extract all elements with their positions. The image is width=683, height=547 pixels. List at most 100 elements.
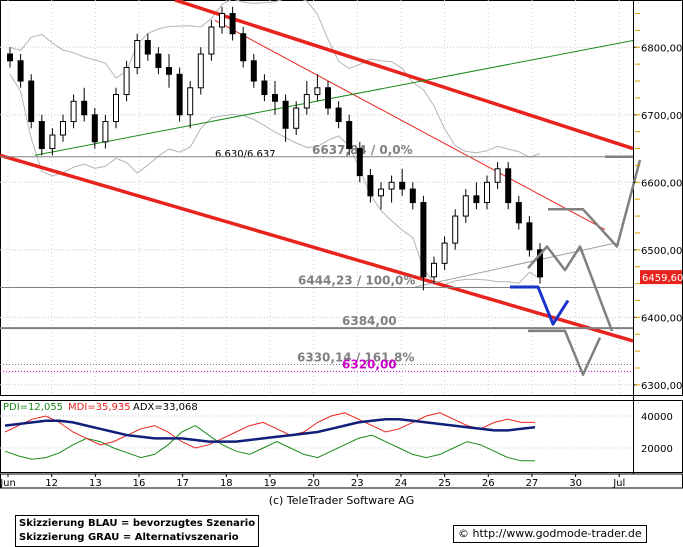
dmi-indicator: 40000 20000 PDI=12,055 MDI=35,935 ADX=33,068 <box>0 402 673 462</box>
candle-body <box>91 114 98 143</box>
candle-body <box>484 181 490 204</box>
indicator-legend-item: MDI=35,935 <box>68 402 131 413</box>
candle-body <box>208 26 215 55</box>
indicator-line <box>4 412 535 449</box>
candle-body <box>293 107 300 129</box>
inner-trendline <box>214 19 606 231</box>
candle-body <box>505 168 512 204</box>
candle-body <box>378 188 384 197</box>
candle-body <box>335 107 342 123</box>
candle-body <box>399 181 406 190</box>
scenario-sketches <box>510 155 642 376</box>
scenario-blue <box>510 285 570 326</box>
candle-body <box>81 100 88 116</box>
candle-body <box>282 100 289 129</box>
y-tick-label: 6400,00 <box>641 313 682 324</box>
indicator-line <box>4 425 535 462</box>
candle-body <box>113 94 119 123</box>
candle-body <box>187 87 194 116</box>
scenario-grey <box>527 245 614 332</box>
candle-body <box>134 40 141 69</box>
x-tick-label: 25 <box>438 478 451 489</box>
candle-body <box>346 121 353 150</box>
level-label: 6.630/6.637 <box>215 149 276 160</box>
x-tick-label: Jul <box>612 478 625 489</box>
candle-body <box>303 94 310 109</box>
level-lines: 6.630/6.637 6637,84 / 0,0%6444,23 / 100,0… <box>0 143 633 372</box>
candle-body <box>272 94 278 102</box>
level-label: 6444,23 / 100,0% <box>298 273 415 287</box>
price-axis: 6800,00 6700,00 6600,00 6500,00 6400,00 6300,… <box>633 13 683 392</box>
copyright-notice: (c) TeleTrader Software AG <box>268 494 415 507</box>
candle-body <box>49 134 56 150</box>
candle-body <box>144 40 151 55</box>
x-tick-label: 19 <box>264 478 277 489</box>
candle-body <box>166 67 172 75</box>
level-label: 6384,00 <box>342 314 397 328</box>
level-label: 6320,00 <box>342 357 397 371</box>
indicator-tick-label: 20000 <box>641 444 673 455</box>
candle-body <box>38 121 45 150</box>
bollinger-lower <box>9 74 541 286</box>
y-tick-label: 6500,00 <box>641 246 682 257</box>
candle-body <box>494 168 501 183</box>
candle-body <box>526 222 533 251</box>
x-tick-label: 16 <box>133 478 146 489</box>
candle-body <box>7 53 13 62</box>
indicator-tick-label: 40000 <box>641 412 673 423</box>
candle-body <box>441 242 448 264</box>
x-tick-label: 12 <box>45 478 58 489</box>
candle-body <box>325 87 331 109</box>
grid-lines <box>0 0 633 395</box>
price-panel-border <box>0 0 683 396</box>
candle-body <box>197 53 204 89</box>
y-tick-label: 6700,00 <box>641 111 682 122</box>
candle-body <box>452 215 459 244</box>
indicator-line <box>4 417 536 443</box>
candle-body <box>261 80 268 96</box>
time-axis: Jun 12 13 16 17 18 19 20 23 24 25 26 27 30 Jul <box>0 474 625 489</box>
y-tick-label: 6600,00 <box>641 178 682 189</box>
candle-body <box>60 121 66 136</box>
candle-body <box>250 60 257 82</box>
x-tick-label: 26 <box>482 478 495 489</box>
candle-body <box>409 188 416 204</box>
last-price-label: 6459,60 <box>642 273 683 284</box>
uptrend-line <box>34 40 634 156</box>
candle-body <box>176 73 183 116</box>
candle-body <box>431 262 437 278</box>
bollinger-bands <box>9 0 541 286</box>
x-tick-label: 17 <box>176 478 189 489</box>
scenario-grey <box>528 329 602 376</box>
indicator-legend-item: ADX=33,068 <box>133 402 198 413</box>
last-price-tag <box>640 270 682 285</box>
trend-channels <box>0 0 634 343</box>
indicator-legend-item: PDI=12,055 <box>3 402 63 413</box>
candle-body <box>17 60 24 82</box>
candle-body <box>240 33 247 62</box>
x-tick-label: 23 <box>351 478 364 489</box>
candle-body <box>155 53 162 69</box>
upper-trendline <box>174 0 634 151</box>
candle-body <box>473 195 480 204</box>
scenario-legend: Skizzierung BLAU = bevorzugtes Szenario … <box>15 515 260 547</box>
website-link[interactable]: © http://www.godmode-trader.de <box>453 525 647 543</box>
x-tick-label: Jun <box>0 478 16 489</box>
bollinger-upper <box>9 0 541 158</box>
legend-grey: Skizzierung GRAU = Alternativszenario <box>19 532 239 543</box>
candle-body <box>123 67 130 96</box>
candle-body <box>537 249 543 278</box>
candle-body <box>229 13 236 35</box>
x-tick-label: 18 <box>220 478 233 489</box>
x-tick-label: 30 <box>569 478 582 489</box>
candle-body <box>70 100 77 123</box>
candle-body <box>314 87 321 96</box>
legend-blue: Skizzierung BLAU = bevorzugtes Szenario <box>19 518 256 529</box>
candle-body <box>102 121 109 143</box>
candle-body <box>515 202 522 224</box>
candle-body <box>388 181 395 190</box>
x-tick-label: 24 <box>395 478 408 489</box>
candlesticks <box>7 6 543 291</box>
y-tick-label: 6300,00 <box>641 381 682 392</box>
candle-body <box>356 148 363 177</box>
